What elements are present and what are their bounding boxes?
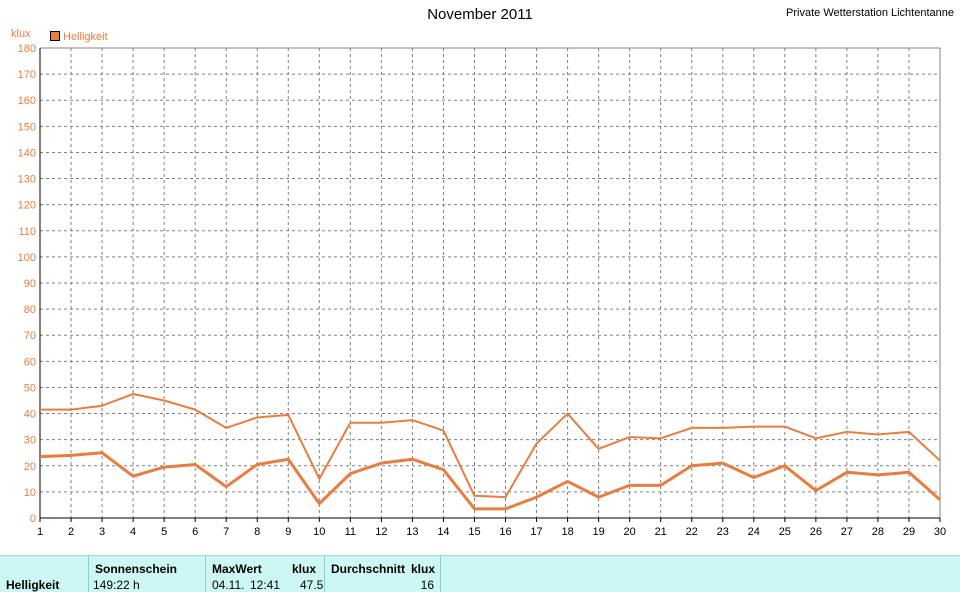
- x-tick-labels: 1 2 3 4 5 6 7 8 9 10 11 12 13 14 15 16 17 18 19 20 21 22 23 24 2…: [37, 526, 946, 538]
- x-tick-label: 1: [37, 526, 43, 538]
- x-tick-label: 30: [934, 526, 946, 538]
- x-tick-label: 24: [748, 526, 760, 538]
- x-tick-label: 6: [192, 526, 198, 538]
- avg-value: 16: [420, 578, 434, 592]
- summary-avg-cell: Durchschnitt klux 16: [325, 556, 441, 592]
- y-tick-label: 160: [18, 95, 36, 107]
- legend-swatch: [50, 31, 60, 41]
- summary-sun-cell: Sonnenschein 149:22 h: [89, 556, 206, 592]
- x-tick-label: 10: [313, 526, 325, 538]
- y-tick-label: 150: [18, 121, 36, 133]
- x-tick-label: 9: [285, 526, 291, 538]
- y-tick-label: 120: [18, 200, 36, 212]
- x-tick-label: 27: [841, 526, 853, 538]
- y-tick-label: 110: [18, 226, 36, 238]
- summary-bar: Helligkeit Sonnenschein 149:22 h MaxWert…: [0, 555, 960, 592]
- x-tick-label: 16: [499, 526, 511, 538]
- chart-title: November 2011: [427, 6, 533, 23]
- y-tick-label: 60: [24, 356, 36, 368]
- y-tick-label: 170: [18, 69, 36, 81]
- x-tick-label: 17: [530, 526, 542, 538]
- series-lines: [39, 392, 941, 511]
- y-tick-label: 30: [24, 435, 36, 447]
- x-tick-label: 29: [903, 526, 915, 538]
- y-tick-label: 20: [24, 461, 36, 473]
- x-tick-label: 22: [686, 526, 698, 538]
- summary-row-label: Helligkeit: [6, 578, 60, 592]
- x-tick-label: 3: [99, 526, 105, 538]
- x-tick-label: 11: [345, 526, 356, 538]
- avg-header: Durchschnitt: [331, 562, 406, 576]
- grid: [40, 47, 940, 518]
- y-tick-label: 80: [24, 304, 36, 316]
- y-axis-unit: klux: [11, 28, 31, 40]
- y-tick-label: 130: [18, 174, 36, 186]
- x-tick-label: 20: [624, 526, 636, 538]
- x-tick-label: 28: [872, 526, 884, 538]
- x-tick-label: 25: [779, 526, 791, 538]
- max-header: MaxWert: [212, 562, 262, 576]
- x-tick-label: 15: [468, 526, 480, 538]
- sun-header: Sonnenschein: [95, 562, 178, 576]
- x-tick-label: 2: [68, 526, 74, 538]
- x-tick-label: 4: [130, 526, 136, 538]
- x-tick-label: 21: [655, 526, 667, 538]
- summary-label-cell: Helligkeit: [0, 556, 89, 592]
- sun-value: 149:22 h: [93, 578, 140, 592]
- y-tick-label: 90: [24, 278, 36, 290]
- y-tick-label: 70: [24, 330, 36, 342]
- x-tick-label: 18: [561, 526, 573, 538]
- x-tick-label: 14: [437, 526, 449, 538]
- max-date: 04.11.: [212, 578, 245, 592]
- summary-max-cell: MaxWert klux 04.11. 12:41 47.5: [206, 556, 325, 592]
- x-tick-label: 26: [810, 526, 822, 538]
- x-tick-label: 13: [406, 526, 418, 538]
- y-tick-label: 140: [18, 147, 36, 159]
- max-value: 47.5: [300, 578, 324, 592]
- x-tick-label: 8: [254, 526, 260, 538]
- y-tick-label: 10: [24, 487, 36, 499]
- max-time: 12:41: [250, 578, 281, 592]
- y-tick-label: 40: [24, 409, 36, 421]
- x-tick-label: 7: [223, 526, 229, 538]
- x-tick-label: 19: [592, 526, 604, 538]
- max-unit: klux: [292, 562, 317, 576]
- y-tick-labels: 0 10 20 30 40 50 60 70 80 90 100 110 120 130 140 150 160…: [18, 43, 36, 525]
- y-tick-label: 180: [18, 43, 36, 55]
- series-line-average: [39, 451, 941, 511]
- legend-label: Helligkeit: [63, 31, 108, 43]
- y-tick-label: 0: [30, 513, 36, 525]
- avg-unit: klux: [411, 562, 436, 576]
- x-tick-label: 12: [375, 526, 387, 538]
- x-tick-label: 23: [717, 526, 729, 538]
- legend: Helligkeit: [50, 31, 108, 43]
- series-line-max: [40, 392, 941, 499]
- y-tick-label: 100: [18, 252, 36, 264]
- x-tick-label: 5: [161, 526, 167, 538]
- line-chart: 0102030405060708090100110120130140150160…: [18, 43, 946, 538]
- y-tick-label: 50: [24, 382, 36, 394]
- axes: [39, 47, 941, 522]
- station-name: Private Wetterstation Lichtentanne: [786, 7, 954, 19]
